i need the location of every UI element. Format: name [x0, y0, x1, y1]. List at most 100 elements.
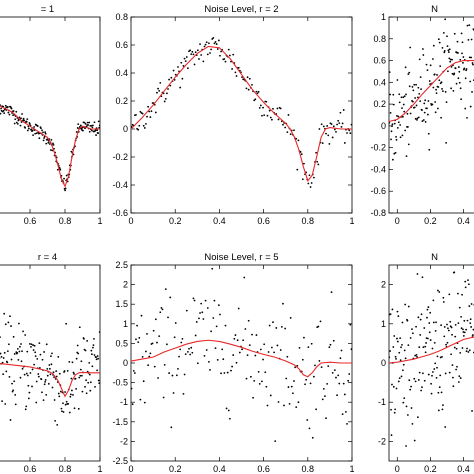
x-tick-label: 1: [97, 464, 102, 474]
data-point: [463, 67, 466, 70]
data-point: [414, 117, 417, 120]
data-point: [404, 303, 407, 306]
data-point: [428, 322, 431, 324]
data-point: [332, 339, 335, 342]
data-point: [11, 382, 13, 385]
data-point: [245, 377, 248, 380]
data-point: [392, 103, 395, 106]
data-point: [453, 346, 456, 349]
x-tick-label: 0.6: [257, 464, 270, 474]
data-point: [92, 344, 95, 347]
y-tick-label: -2: [378, 436, 386, 446]
data-point: [65, 400, 68, 403]
data-point: [64, 391, 66, 393]
data-point: [226, 371, 229, 374]
data-point: [460, 98, 463, 101]
data-point: [190, 346, 193, 349]
data-point: [13, 122, 16, 125]
data-point: [184, 60, 187, 63]
data-point: [220, 50, 222, 53]
data-point: [449, 320, 452, 323]
x-tick-label: 0.8: [59, 464, 72, 474]
data-point: [217, 304, 220, 307]
data-point: [151, 342, 154, 345]
data-point: [419, 76, 422, 79]
data-point: [342, 382, 345, 385]
data-point: [291, 392, 294, 395]
data-point: [308, 174, 311, 177]
data-point: [410, 385, 412, 388]
data-point: [404, 66, 407, 69]
data-point: [270, 118, 273, 121]
data-point: [73, 373, 75, 375]
data-point: [466, 347, 468, 350]
data-point: [325, 132, 327, 135]
data-point: [26, 118, 29, 120]
data-point: [214, 347, 217, 350]
data-point: [422, 48, 424, 50]
data-point: [38, 137, 41, 140]
data-point: [414, 97, 417, 99]
data-point: [246, 354, 249, 357]
data-point: [319, 320, 322, 323]
data-point: [470, 38, 473, 41]
data-point: [400, 375, 403, 378]
data-point: [143, 127, 146, 129]
data-point: [306, 419, 309, 421]
data-point: [21, 367, 24, 370]
y-tick-label: 0: [381, 358, 386, 368]
data-point: [425, 337, 428, 340]
data-point: [462, 61, 464, 64]
data-point: [328, 346, 331, 349]
data-point: [158, 335, 161, 338]
data-point: [429, 339, 432, 341]
data-point: [30, 345, 32, 348]
data-point: [438, 291, 441, 293]
data-point: [205, 41, 208, 44]
data-point: [209, 368, 211, 371]
data-point: [66, 370, 69, 372]
data-point: [413, 106, 416, 109]
data-point: [51, 352, 53, 355]
data-point: [407, 305, 410, 308]
y-tick-label: -0.2: [370, 143, 386, 153]
data-point: [13, 353, 16, 355]
y-tick-label: -0.5: [112, 378, 128, 388]
data-point: [288, 402, 291, 405]
data-point: [429, 311, 432, 314]
data-point: [264, 371, 267, 374]
data-point: [45, 142, 48, 145]
data-point: [24, 408, 27, 411]
data-point: [172, 392, 175, 394]
y-tick-label: 0.5: [115, 338, 128, 348]
data-point: [83, 337, 85, 340]
data-point: [263, 114, 266, 117]
data-point: [277, 401, 280, 403]
data-point: [137, 128, 140, 131]
data-point: [270, 346, 273, 349]
data-point: [154, 111, 157, 114]
data-point: [49, 373, 52, 376]
data-point: [67, 403, 70, 405]
data-point: [427, 373, 430, 376]
data-point: [394, 408, 397, 411]
data-point: [471, 62, 474, 64]
data-point: [159, 81, 162, 84]
y-tick-label: 0.8: [115, 12, 128, 22]
data-point: [58, 395, 61, 398]
data-point: [411, 422, 414, 425]
data-point: [409, 46, 412, 49]
data-point: [69, 393, 72, 396]
data-point: [447, 329, 450, 332]
data-point: [301, 358, 304, 361]
data-point: [454, 67, 457, 70]
data-point: [204, 299, 207, 302]
x-tick-label: 0.6: [24, 464, 37, 474]
data-point: [189, 49, 192, 52]
data-point: [136, 324, 138, 327]
data-point: [407, 143, 410, 146]
data-point: [27, 384, 30, 387]
data-point: [411, 328, 413, 331]
data-point: [272, 107, 274, 110]
data-point: [322, 125, 325, 128]
